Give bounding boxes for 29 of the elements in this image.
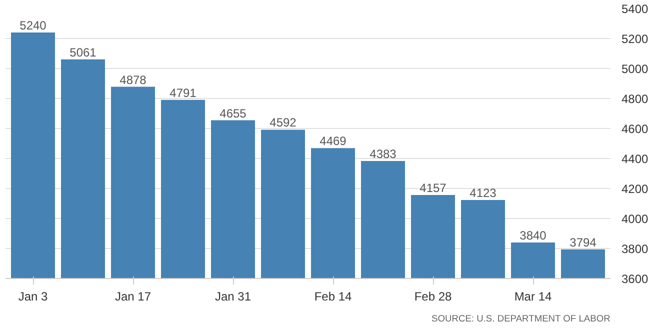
data-label: 4157 — [420, 180, 447, 195]
y-tick-label: 4400 — [622, 152, 649, 166]
source-note: SOURCE: U.S. DEPARTMENT OF LABOR — [432, 314, 611, 324]
x-tick-label: Mar 14 — [514, 290, 552, 304]
data-label: 5061 — [70, 45, 97, 60]
data-label: 4878 — [120, 72, 147, 87]
x-tick-label: Jan 17 — [114, 290, 152, 304]
data-label: 4791 — [170, 86, 197, 100]
x-tick-label: Jan 3 — [18, 290, 48, 304]
y-tick-label: 5200 — [622, 32, 649, 46]
data-label: 5240 — [20, 18, 47, 32]
data-label: 4592 — [270, 116, 297, 130]
data-label: 4383 — [370, 147, 397, 162]
y-tick-label: 4600 — [622, 122, 649, 136]
data-label: 3794 — [570, 235, 597, 250]
x-tick-label: Jan 31 — [214, 290, 252, 304]
y-tick-label: 5400 — [622, 2, 649, 16]
y-tick-label: 4800 — [622, 92, 649, 106]
data-label: 3840 — [520, 228, 547, 242]
y-tick-label: 5000 — [622, 62, 649, 76]
y-tick-label: 4000 — [622, 212, 649, 226]
y-tick-label: 3800 — [622, 242, 649, 256]
y-tick-label: 3600 — [622, 272, 649, 286]
data-label: 4655 — [220, 106, 247, 120]
y-tick-label: 4200 — [622, 182, 649, 196]
data-label: 4469 — [320, 134, 347, 148]
x-tick-label: Feb 14 — [314, 290, 352, 304]
data-label: 4123 — [470, 186, 497, 200]
x-tick-label: Feb 28 — [414, 290, 452, 304]
